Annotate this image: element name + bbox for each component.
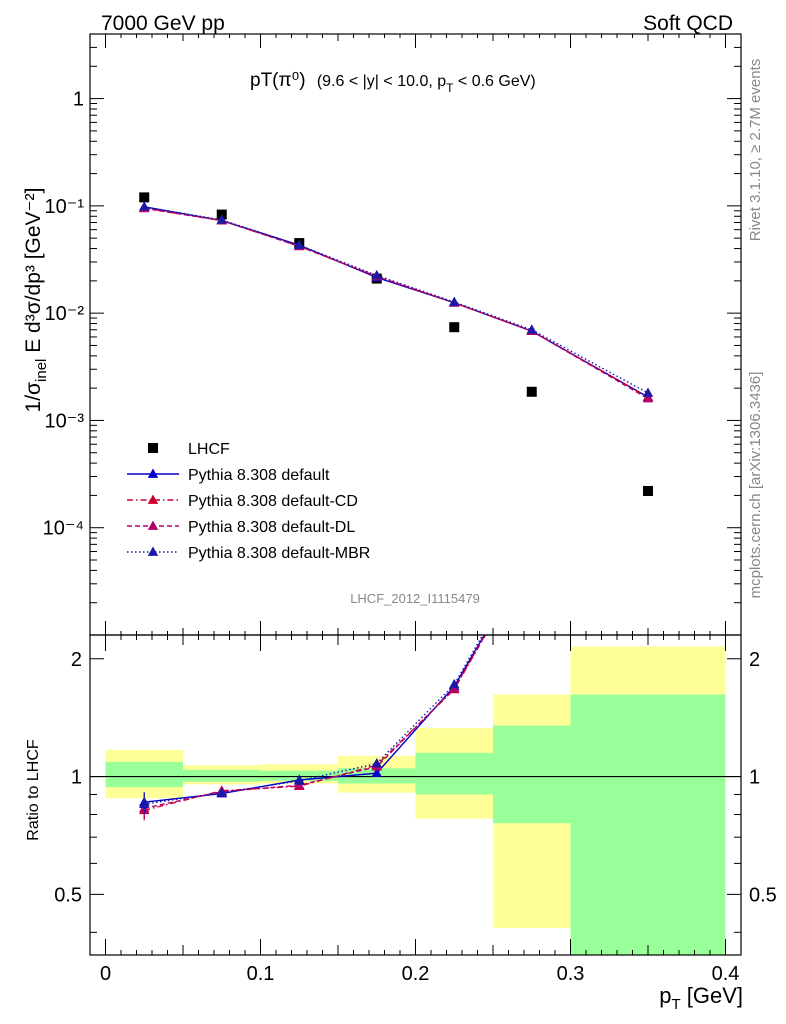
- x-axis-label: pT [GeV]: [659, 983, 743, 1013]
- ratio-band-inner: [493, 725, 571, 824]
- legend-label: LHCF: [188, 441, 230, 458]
- legend-marker: [147, 546, 159, 556]
- analysis-id: LHCF_2012_I1115479: [350, 591, 480, 606]
- legend-entry-default: Pythia 8.308 default: [127, 467, 330, 484]
- ratio-y-tick-label: 1: [71, 767, 82, 789]
- ratio-line: [144, 635, 484, 805]
- legend-entry-data: LHCF: [148, 441, 230, 458]
- data-point: [643, 485, 653, 496]
- ratio-series-mbr: [139, 635, 484, 815]
- ratio-point: [294, 775, 305, 785]
- ratio-y-tick-label-right: 0.5: [749, 884, 777, 906]
- series-default: [139, 201, 654, 401]
- y-tick-label: 10⁻³: [45, 410, 85, 432]
- y-tick-label: 1: [73, 89, 84, 111]
- ratio-band-inner: [183, 769, 261, 782]
- x-tick-label: 0.4: [712, 963, 740, 985]
- ratio-band-inner: [570, 694, 726, 955]
- x-tick-label: 0.2: [402, 963, 430, 985]
- legend-label: Pythia 8.308 default-DL: [188, 519, 355, 536]
- y-tick-label: 10⁻¹: [45, 196, 85, 218]
- data-point: [526, 386, 537, 397]
- legend-label: Pythia 8.308 default-MBR: [188, 545, 370, 562]
- ratio-frame: [89, 634, 742, 956]
- legend-label: Pythia 8.308 default: [188, 467, 330, 484]
- x-tick-label: 0.1: [247, 963, 275, 985]
- ratio-band-inner: [105, 761, 183, 788]
- legend: LHCF Pythia 8.308 default Pythia 8.308 def…: [127, 441, 370, 562]
- legend-marker: [147, 520, 159, 530]
- mc-point: [139, 201, 150, 211]
- ratio-panel: [90, 635, 741, 821]
- x-tick-label: 0.3: [557, 963, 585, 985]
- y-tick-label: 10⁻⁴: [43, 518, 84, 540]
- series-cd: [139, 202, 654, 401]
- data-point: [139, 192, 150, 203]
- series-line: [144, 207, 649, 400]
- legend-marker: [147, 468, 159, 478]
- ratio-y-tick-label-right: 1: [749, 767, 760, 789]
- mc-point: [371, 269, 382, 280]
- ratio-uncertainty-bands: [105, 646, 726, 955]
- series-line: [144, 206, 649, 394]
- header-process-label: Soft QCD: [643, 12, 733, 35]
- ratio-point: [371, 767, 382, 778]
- legend-entry-dl: Pythia 8.308 default-DL: [127, 519, 355, 536]
- ratio-band-inner: [415, 752, 493, 795]
- legend-entry-mbr: Pythia 8.308 default-MBR: [127, 545, 370, 562]
- legend-marker: [147, 494, 159, 504]
- x-tick-label: 0: [100, 963, 111, 985]
- series-line: [144, 207, 649, 398]
- ratio-axes: 0.5 0.5 1 1 2 2 0 0.1 0.2 0.3 0.4: [54, 635, 777, 985]
- ratio-point: [449, 678, 460, 689]
- legend-marker: [148, 443, 158, 453]
- series-line: [144, 206, 649, 398]
- main-y-axis-label: 1/σinel E d³σ/dp³ [GeV⁻²]: [22, 188, 50, 413]
- mc-point: [642, 387, 654, 397]
- y-tick-label: 10⁻²: [45, 303, 85, 325]
- mc-point: [294, 239, 305, 250]
- ratio-y-axis-label: Ratio to LHCF: [25, 739, 42, 841]
- data-point: [449, 322, 460, 333]
- header-collision-label: 7000 GeV pp: [101, 12, 225, 35]
- plot-title: pT(π⁰) (9.6 < |y| < 10.0, pT < 0.6 GeV): [250, 70, 536, 95]
- rivet-version-label: Rivet 3.1.10, ≥ 2.7M events: [747, 59, 764, 242]
- series-dl: [139, 202, 654, 403]
- main-axes: 1 10⁻¹ 10⁻² 10⁻³ 10⁻⁴: [43, 33, 741, 636]
- ratio-point: [139, 798, 150, 809]
- mc-point: [526, 324, 537, 334]
- ratio-y-tick-label: 0.5: [54, 884, 82, 906]
- legend-label: Pythia 8.308 default-CD: [188, 493, 358, 510]
- mcplots-label: mcplots.cern.ch [arXiv:1306.3436]: [747, 372, 764, 599]
- main-panel: [139, 192, 654, 496]
- ratio-y-tick-label-right: 2: [749, 649, 760, 671]
- mc-point: [642, 393, 654, 403]
- mc-point: [216, 214, 227, 224]
- ratio-point: [371, 757, 382, 768]
- series-mbr: [139, 201, 654, 397]
- ratio-point: [216, 787, 227, 797]
- legend-entry-cd: Pythia 8.308 default-CD: [127, 493, 358, 510]
- mc-point: [449, 296, 460, 306]
- ratio-y-tick-label: 2: [71, 649, 82, 671]
